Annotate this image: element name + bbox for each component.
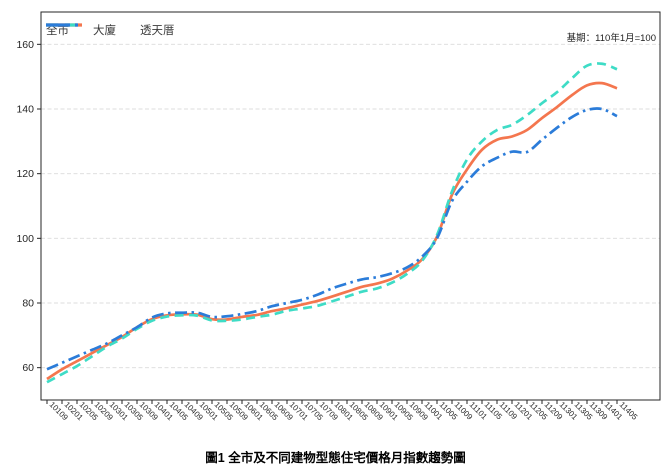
base-period-note: 基期：110年1月=100 <box>566 33 656 44</box>
legend-item-building: 大廈 <box>46 22 116 38</box>
svg-text:100: 100 <box>16 233 34 245</box>
chart-caption: 圖1 全市及不同建物型態住宅價格月指數趨勢圖 <box>205 451 466 465</box>
svg-text:60: 60 <box>22 362 34 374</box>
legend-item-townhouse: 透天厝 <box>46 22 175 38</box>
legend-label-citywide: 全市 <box>46 25 69 37</box>
legend-label-building: 大廈 <box>93 25 116 37</box>
dashdot-line-icon <box>46 23 82 27</box>
legend-label-townhouse: 透天厝 <box>140 25 175 37</box>
svg-text:160: 160 <box>16 39 34 51</box>
chart-legend: 全市 大廈 透天厝 <box>46 22 199 38</box>
svg-text:120: 120 <box>16 168 34 180</box>
svg-text:140: 140 <box>16 104 34 116</box>
svg-text:80: 80 <box>22 298 34 310</box>
